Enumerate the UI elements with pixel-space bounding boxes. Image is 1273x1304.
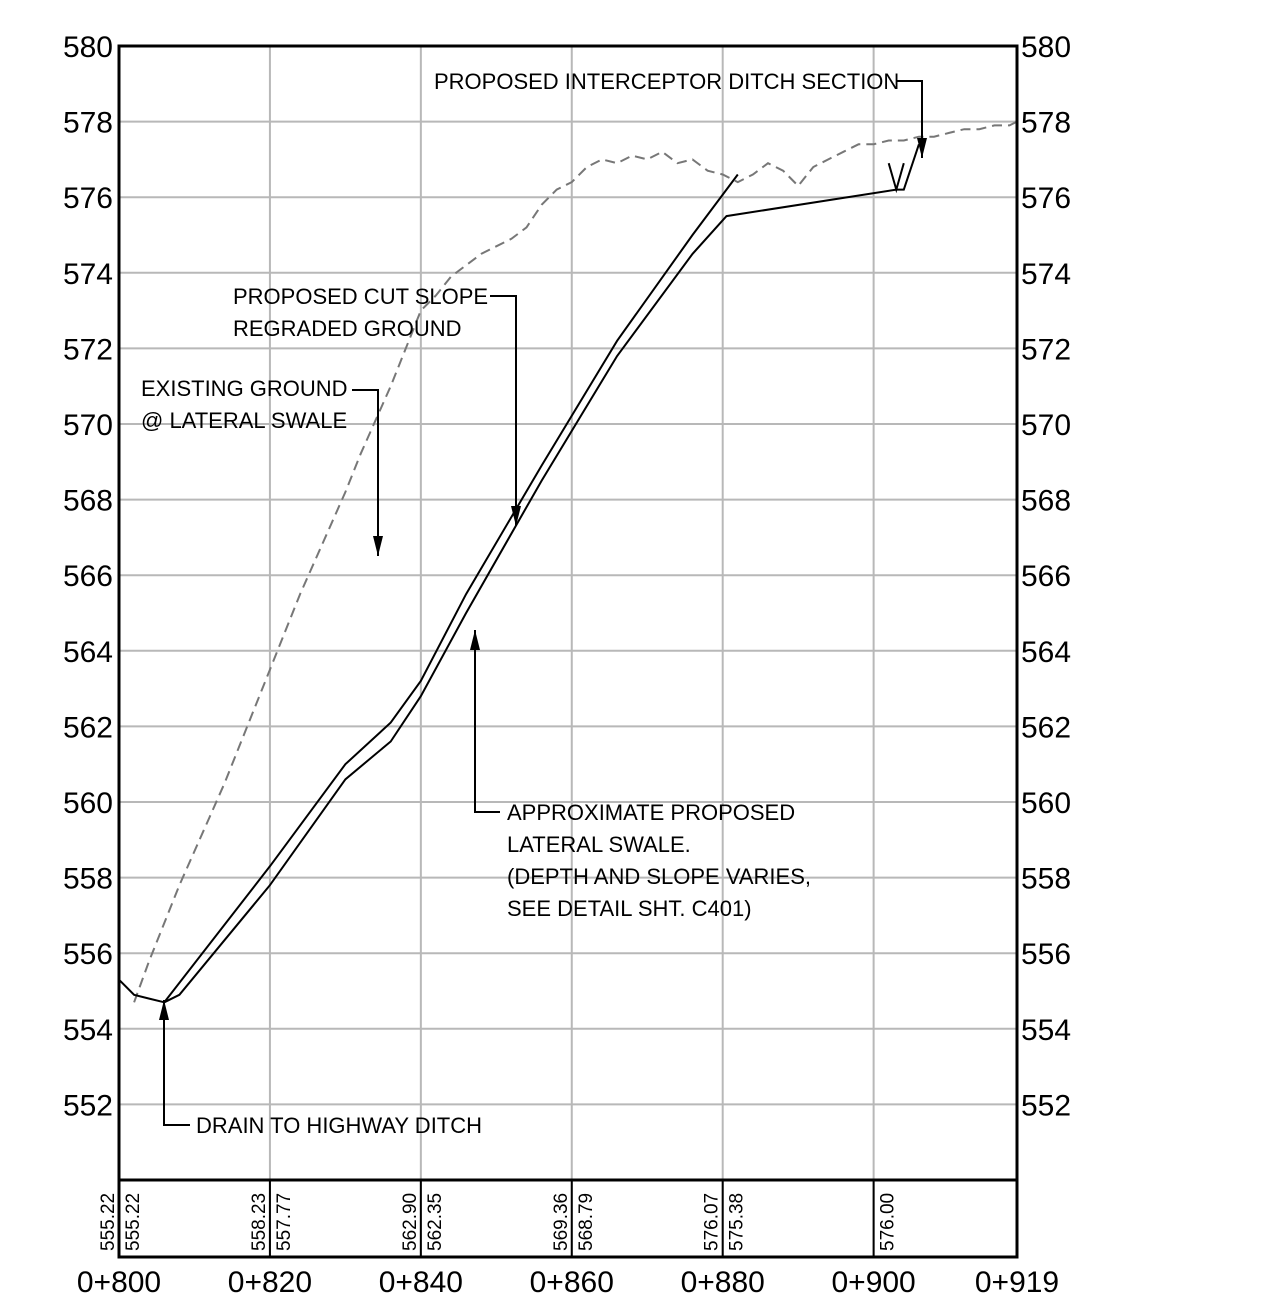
- y-tick-left-560: 560: [63, 787, 113, 820]
- y-tick-left-574: 574: [63, 258, 113, 291]
- y-tick-left-562: 562: [63, 711, 113, 744]
- elevation-right-860: 568.79: [576, 1193, 597, 1251]
- series-proposed-top: [118, 173, 739, 1004]
- arrowhead: [917, 138, 927, 158]
- y-tick-left-576: 576: [63, 182, 113, 215]
- annotation-existing-ground: EXISTING GROUND @ LATERAL SWALE: [141, 376, 383, 556]
- annotation-text: REGRADED GROUND: [233, 316, 462, 341]
- annotations: PROPOSED INTERCEPTOR DITCH SECTION PROPOS…: [141, 69, 927, 1138]
- elevation-right-800: 555.22: [123, 1193, 144, 1251]
- y-tick-right-558: 558: [1021, 863, 1071, 896]
- annotation-text: PROPOSED INTERCEPTOR DITCH SECTION: [434, 69, 899, 94]
- y-tick-right-574: 574: [1021, 258, 1071, 291]
- elevation-right-900: 576.00: [878, 1193, 899, 1251]
- elevation-table: 555.22 555.22 558.23 557.77 562.90 562.35 569.…: [98, 1178, 1017, 1259]
- x-tick-0+820: 0+820: [228, 1266, 312, 1299]
- series-interceptor-ditch: [887, 162, 905, 194]
- grid-lines: [119, 45, 1017, 1257]
- y-tick-left-556: 556: [63, 938, 113, 971]
- leader-line: [352, 389, 379, 556]
- chart-frame: [117, 44, 1019, 1259]
- table-column-800: 555.22 555.22: [98, 1180, 144, 1257]
- annotation-text: LATERAL SWALE.: [507, 832, 691, 857]
- annotation-text: APPROXIMATE PROPOSED: [507, 800, 795, 825]
- annotation-text: (DEPTH AND SLOPE VARIES,: [507, 864, 811, 889]
- y-tick-left-578: 578: [63, 107, 113, 140]
- elevation-right-820: 557.77: [274, 1193, 295, 1251]
- leader-line: [490, 295, 517, 526]
- y-tick-left-554: 554: [63, 1014, 113, 1047]
- y-tick-right-552: 552: [1021, 1089, 1071, 1122]
- annotation-text: @ LATERAL SWALE: [141, 408, 347, 433]
- annotation-text: SEE DETAIL SHT. C401): [507, 896, 752, 921]
- elevation-right-880: 575.38: [727, 1193, 748, 1251]
- y-tick-left-566: 566: [63, 560, 113, 593]
- axis-labels: 552 552 554 554 556 556 558 558 560 560 562 562 564 5…: [63, 31, 1071, 1299]
- table-column-860: 569.36 568.79: [551, 1180, 597, 1257]
- leader-line: [897, 80, 923, 158]
- y-tick-right-570: 570: [1021, 409, 1071, 442]
- table-column-880: 576.07 575.38: [702, 1180, 748, 1257]
- annotation-lateral-swale: APPROXIMATE PROPOSED LATERAL SWALE. (DEPTH…: [470, 630, 811, 921]
- y-tick-left-564: 564: [63, 636, 113, 669]
- y-tick-left-572: 572: [63, 333, 113, 366]
- annotation-cut-slope: PROPOSED CUT SLOPE REGRADED GROUND: [233, 284, 521, 526]
- y-tick-right-562: 562: [1021, 711, 1071, 744]
- arrowhead: [511, 506, 521, 526]
- annotation-text: EXISTING GROUND: [141, 376, 348, 401]
- x-tick-0+800: 0+800: [77, 1266, 161, 1299]
- y-tick-left-552: 552: [63, 1089, 113, 1122]
- elevation-left-880: 576.07: [702, 1193, 723, 1251]
- y-tick-right-560: 560: [1021, 787, 1071, 820]
- y-tick-left-580: 580: [63, 31, 113, 64]
- table-column-900: 576.00: [872, 1180, 899, 1257]
- annotation-text: DRAIN TO HIGHWAY DITCH: [196, 1113, 482, 1138]
- elevation-left-820: 558.23: [249, 1193, 270, 1251]
- elevation-right-840: 562.35: [425, 1193, 446, 1251]
- x-tick-0+840: 0+840: [379, 1266, 463, 1299]
- elevation-left-840: 562.90: [400, 1193, 421, 1251]
- y-tick-left-558: 558: [63, 863, 113, 896]
- y-tick-right-576: 576: [1021, 182, 1071, 215]
- plot-frame: [117, 44, 1019, 1259]
- arrowhead: [373, 536, 383, 556]
- elevation-left-800: 555.22: [98, 1193, 119, 1251]
- profile-lines: [118, 120, 1018, 1004]
- x-tick-0+860: 0+860: [530, 1266, 614, 1299]
- y-tick-right-556: 556: [1021, 938, 1071, 971]
- x-tick-0+900: 0+900: [831, 1266, 915, 1299]
- annotation-drain: DRAIN TO HIGHWAY DITCH: [159, 1000, 482, 1138]
- annotation-text: PROPOSED CUT SLOPE: [233, 284, 488, 309]
- x-tick-0+919: 0+919: [975, 1266, 1059, 1299]
- y-tick-right-580: 580: [1021, 31, 1071, 64]
- y-tick-right-554: 554: [1021, 1014, 1071, 1047]
- leader-line: [163, 1000, 190, 1126]
- series-proposed-bottom: [163, 143, 920, 1004]
- arrowhead: [159, 1000, 169, 1020]
- y-tick-right-572: 572: [1021, 333, 1071, 366]
- table-column-840: 562.90 562.35: [400, 1180, 446, 1257]
- y-tick-right-578: 578: [1021, 107, 1071, 140]
- y-tick-right-568: 568: [1021, 485, 1071, 518]
- y-tick-left-568: 568: [63, 485, 113, 518]
- table-column-820: 558.23 557.77: [249, 1180, 295, 1257]
- y-tick-right-566: 566: [1021, 560, 1071, 593]
- y-tick-right-564: 564: [1021, 636, 1071, 669]
- annotation-interceptor: PROPOSED INTERCEPTOR DITCH SECTION: [434, 69, 927, 158]
- arrowhead: [470, 630, 480, 650]
- series-existing: [133, 120, 1018, 1003]
- elevation-left-860: 569.36: [551, 1193, 572, 1251]
- leader-line: [474, 630, 500, 813]
- x-tick-0+880: 0+880: [681, 1266, 765, 1299]
- y-tick-left-570: 570: [63, 409, 113, 442]
